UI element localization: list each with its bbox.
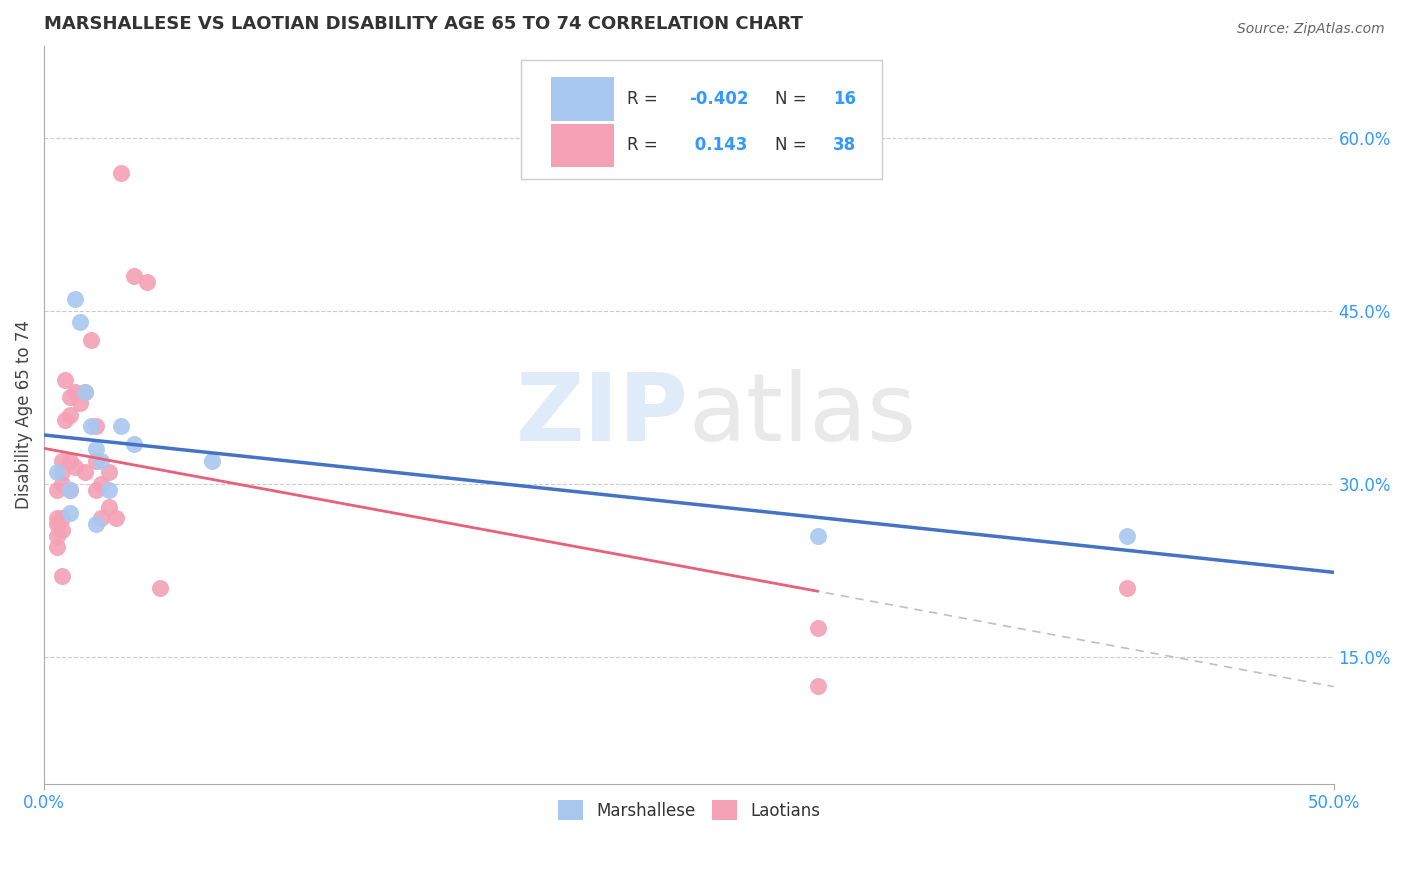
Point xyxy=(59,506,82,520)
Point xyxy=(51,511,73,525)
Point xyxy=(75,384,97,399)
Point xyxy=(53,413,76,427)
Point xyxy=(51,523,73,537)
Point xyxy=(53,373,76,387)
Point xyxy=(79,333,101,347)
FancyBboxPatch shape xyxy=(551,123,614,167)
Point xyxy=(110,165,132,179)
Point xyxy=(90,476,112,491)
Point xyxy=(59,483,82,497)
Text: 0.143: 0.143 xyxy=(689,136,747,154)
Point xyxy=(63,384,86,399)
Point xyxy=(97,466,120,480)
Point xyxy=(807,679,830,693)
Point xyxy=(63,293,86,307)
Text: N =: N = xyxy=(775,90,813,108)
Point xyxy=(90,454,112,468)
Point xyxy=(46,541,69,555)
Point xyxy=(124,269,146,284)
Point xyxy=(46,511,69,525)
Text: MARSHALLESE VS LAOTIAN DISABILITY AGE 65 TO 74 CORRELATION CHART: MARSHALLESE VS LAOTIAN DISABILITY AGE 65… xyxy=(44,15,803,33)
Text: N =: N = xyxy=(775,136,813,154)
Point xyxy=(84,517,107,532)
Point xyxy=(75,466,97,480)
Point xyxy=(59,454,82,468)
Point xyxy=(807,529,830,543)
Point xyxy=(124,436,146,450)
Point xyxy=(84,442,107,457)
Text: 38: 38 xyxy=(834,136,856,154)
Point xyxy=(51,466,73,480)
Point xyxy=(201,454,224,468)
Point xyxy=(46,529,69,543)
Point xyxy=(63,459,86,474)
Point xyxy=(59,408,82,422)
Text: -0.402: -0.402 xyxy=(689,90,748,108)
Legend: Marshallese, Laotians: Marshallese, Laotians xyxy=(551,793,827,827)
Point xyxy=(59,391,82,405)
FancyBboxPatch shape xyxy=(551,77,614,120)
Point xyxy=(59,483,82,497)
Point xyxy=(51,476,73,491)
Point xyxy=(97,483,120,497)
Point xyxy=(79,419,101,434)
Text: 16: 16 xyxy=(834,90,856,108)
Point xyxy=(46,517,69,532)
Point xyxy=(75,384,97,399)
Point xyxy=(136,275,159,289)
Text: Source: ZipAtlas.com: Source: ZipAtlas.com xyxy=(1237,22,1385,37)
Text: R =: R = xyxy=(627,90,664,108)
Point xyxy=(84,454,107,468)
Point xyxy=(51,454,73,468)
Point xyxy=(90,511,112,525)
Text: R =: R = xyxy=(627,136,664,154)
Point xyxy=(84,483,107,497)
Point xyxy=(69,315,91,329)
Point xyxy=(1116,581,1139,595)
Point xyxy=(46,483,69,497)
Point xyxy=(69,396,91,410)
Point xyxy=(51,569,73,583)
Point xyxy=(1116,529,1139,543)
Point xyxy=(84,419,107,434)
Point xyxy=(110,419,132,434)
Point xyxy=(97,500,120,514)
Point xyxy=(46,466,69,480)
Point xyxy=(105,511,128,525)
Point xyxy=(149,581,172,595)
Y-axis label: Disability Age 65 to 74: Disability Age 65 to 74 xyxy=(15,320,32,509)
Point xyxy=(807,621,830,635)
Text: ZIP: ZIP xyxy=(516,368,689,460)
FancyBboxPatch shape xyxy=(522,61,883,178)
Text: atlas: atlas xyxy=(689,368,917,460)
